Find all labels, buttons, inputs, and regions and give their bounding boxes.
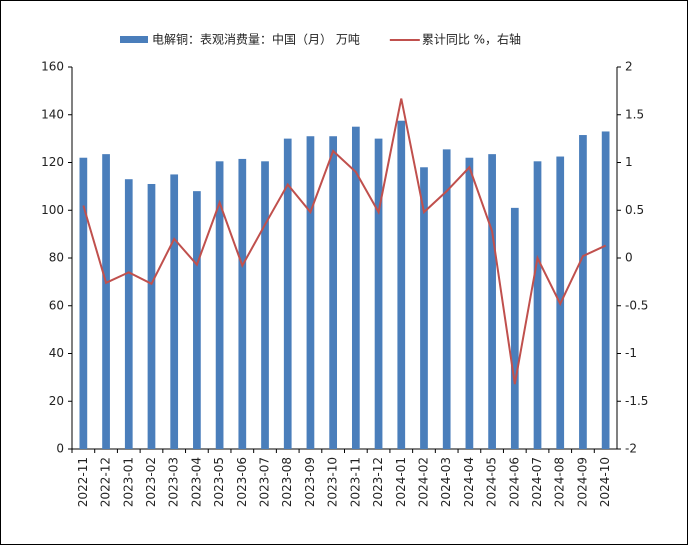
bar	[510, 207, 519, 449]
x-tick-label: 2023-03	[167, 457, 181, 507]
y-tick-label: 60	[49, 298, 64, 312]
legend-label: 累计同比 %，右轴	[422, 32, 521, 47]
bar	[193, 191, 201, 449]
x-tick-label: 2023-04	[189, 457, 203, 507]
x-tick-label: 2023-01	[121, 457, 135, 507]
x-tick-label: 2024-04	[462, 457, 476, 507]
x-tick-label: 2023-09	[303, 457, 317, 507]
bar	[215, 161, 224, 449]
y2-tick-label: -1.5	[625, 394, 648, 408]
bar	[420, 167, 428, 449]
bar	[351, 126, 360, 449]
y2-tick-label: -1	[625, 346, 637, 360]
x-tick-label: 2023-05	[212, 457, 226, 507]
x-tick-label: 2023-02	[144, 457, 158, 507]
y-tick-label: 20	[49, 394, 64, 408]
y2-tick-label: 0.5	[625, 203, 644, 217]
bar	[79, 157, 88, 449]
x-tick-label: 2023-10	[326, 457, 340, 507]
y-tick-label: 160	[41, 60, 64, 74]
legend-label: 电解铜：表观消费量：中国（月） 万吨	[152, 32, 360, 47]
y2-tick-label: -0.5	[625, 298, 648, 312]
x-tick-label: 2024-10	[598, 457, 612, 507]
y2-tick-label: 2	[625, 60, 633, 74]
y-tick-label: 80	[49, 251, 64, 265]
bar	[601, 131, 610, 449]
y-tick-label: 120	[41, 155, 64, 169]
x-tick-label: 2024-01	[394, 457, 408, 507]
x-tick-label: 2024-08	[553, 457, 567, 507]
x-tick-label: 2022-12	[99, 457, 113, 507]
bar	[238, 158, 247, 449]
x-tick-label: 2023-11	[348, 457, 362, 507]
bar	[329, 136, 338, 450]
x-tick-label: 2023-12	[371, 457, 385, 507]
x-tick-label: 2023-06	[235, 457, 249, 507]
y2-tick-label: 1	[625, 155, 633, 169]
x-tick-label: 2024-05	[485, 457, 499, 507]
bar	[170, 174, 179, 449]
y2-tick-label: 0	[625, 251, 633, 265]
x-tick-label: 2024-07	[530, 457, 544, 507]
x-tick-label: 2023-08	[280, 457, 294, 507]
legend-swatch	[120, 36, 148, 43]
x-tick-label: 2024-03	[439, 457, 453, 507]
bar	[397, 120, 406, 449]
bar	[533, 161, 542, 449]
y-tick-label: 100	[41, 203, 64, 217]
bar	[147, 183, 156, 450]
bar	[579, 135, 587, 449]
x-tick-label: 2024-02	[416, 457, 430, 507]
x-tick-label: 2022-11	[76, 457, 90, 507]
bar	[124, 179, 133, 449]
bar	[488, 154, 496, 450]
y2-tick-label: 1.5	[625, 107, 644, 121]
x-tick-label: 2024-06	[507, 457, 521, 507]
y-tick-label: 40	[49, 346, 64, 360]
x-tick-label: 2024-09	[575, 457, 589, 507]
bar	[465, 157, 474, 449]
bar	[261, 161, 269, 449]
x-tick-label: 2023-07	[258, 457, 272, 507]
y-tick-label: 140	[41, 107, 64, 121]
line	[82, 98, 607, 385]
bar	[283, 138, 292, 449]
y-tick-label: 0	[56, 442, 64, 456]
y2-tick-label: -2	[625, 442, 637, 456]
bar	[374, 138, 383, 449]
bar	[102, 154, 110, 450]
bar	[306, 136, 315, 450]
bar	[442, 149, 451, 449]
